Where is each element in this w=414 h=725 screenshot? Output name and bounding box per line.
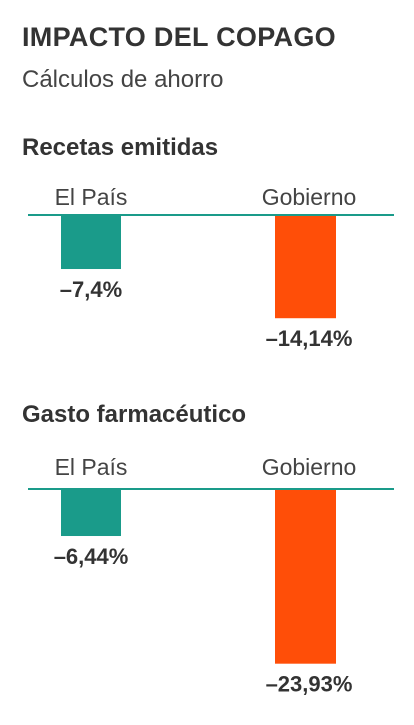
category-label: Gobierno (262, 184, 357, 210)
data-label: –14,14% (266, 326, 353, 351)
chart-subtitle: Cálculos de ahorro (22, 66, 224, 93)
panel-title: Recetas emitidas (22, 134, 218, 161)
data-label: –7,4% (60, 277, 122, 302)
bar (275, 215, 336, 319)
category-label: El País (55, 184, 128, 210)
data-label: –6,44% (54, 544, 129, 569)
chart-title: IMPACTO DEL COPAGO (22, 22, 336, 52)
category-label: Gobierno (262, 454, 357, 480)
category-label: El País (55, 454, 128, 480)
bar (275, 489, 336, 664)
panel-title: Gasto farmacéutico (22, 401, 246, 428)
bar (61, 215, 121, 270)
data-label: –23,93% (266, 672, 353, 697)
bar (61, 489, 121, 537)
